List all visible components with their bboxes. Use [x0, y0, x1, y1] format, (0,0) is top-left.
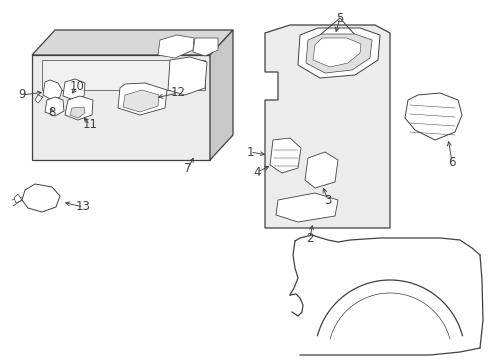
Polygon shape [32, 55, 209, 160]
Polygon shape [45, 97, 64, 116]
Polygon shape [63, 79, 85, 100]
Text: 9: 9 [18, 89, 26, 102]
Polygon shape [158, 35, 194, 58]
Polygon shape [123, 90, 159, 112]
Polygon shape [70, 107, 85, 118]
Polygon shape [35, 95, 43, 103]
Text: 4: 4 [253, 166, 260, 179]
Polygon shape [404, 93, 461, 140]
Text: 8: 8 [48, 105, 56, 118]
Polygon shape [193, 38, 218, 56]
Text: 10: 10 [69, 81, 84, 94]
Polygon shape [32, 30, 232, 55]
Text: 13: 13 [76, 201, 90, 213]
Polygon shape [312, 38, 360, 67]
Polygon shape [269, 138, 301, 173]
Text: 12: 12 [170, 86, 185, 99]
Text: 11: 11 [82, 118, 97, 131]
Polygon shape [42, 60, 204, 90]
Polygon shape [264, 25, 389, 228]
Text: 3: 3 [324, 194, 331, 207]
Polygon shape [65, 96, 93, 120]
Text: 6: 6 [447, 156, 455, 168]
Text: 2: 2 [305, 231, 313, 244]
Polygon shape [118, 83, 167, 115]
Text: 7: 7 [184, 162, 191, 175]
Polygon shape [209, 30, 232, 160]
Polygon shape [305, 152, 337, 188]
Text: 5: 5 [336, 12, 343, 24]
Polygon shape [22, 184, 60, 212]
Polygon shape [168, 57, 206, 95]
Text: 1: 1 [246, 145, 253, 158]
Polygon shape [14, 194, 22, 203]
Polygon shape [43, 80, 62, 100]
Polygon shape [305, 34, 371, 73]
Polygon shape [297, 28, 379, 78]
Polygon shape [275, 193, 337, 222]
